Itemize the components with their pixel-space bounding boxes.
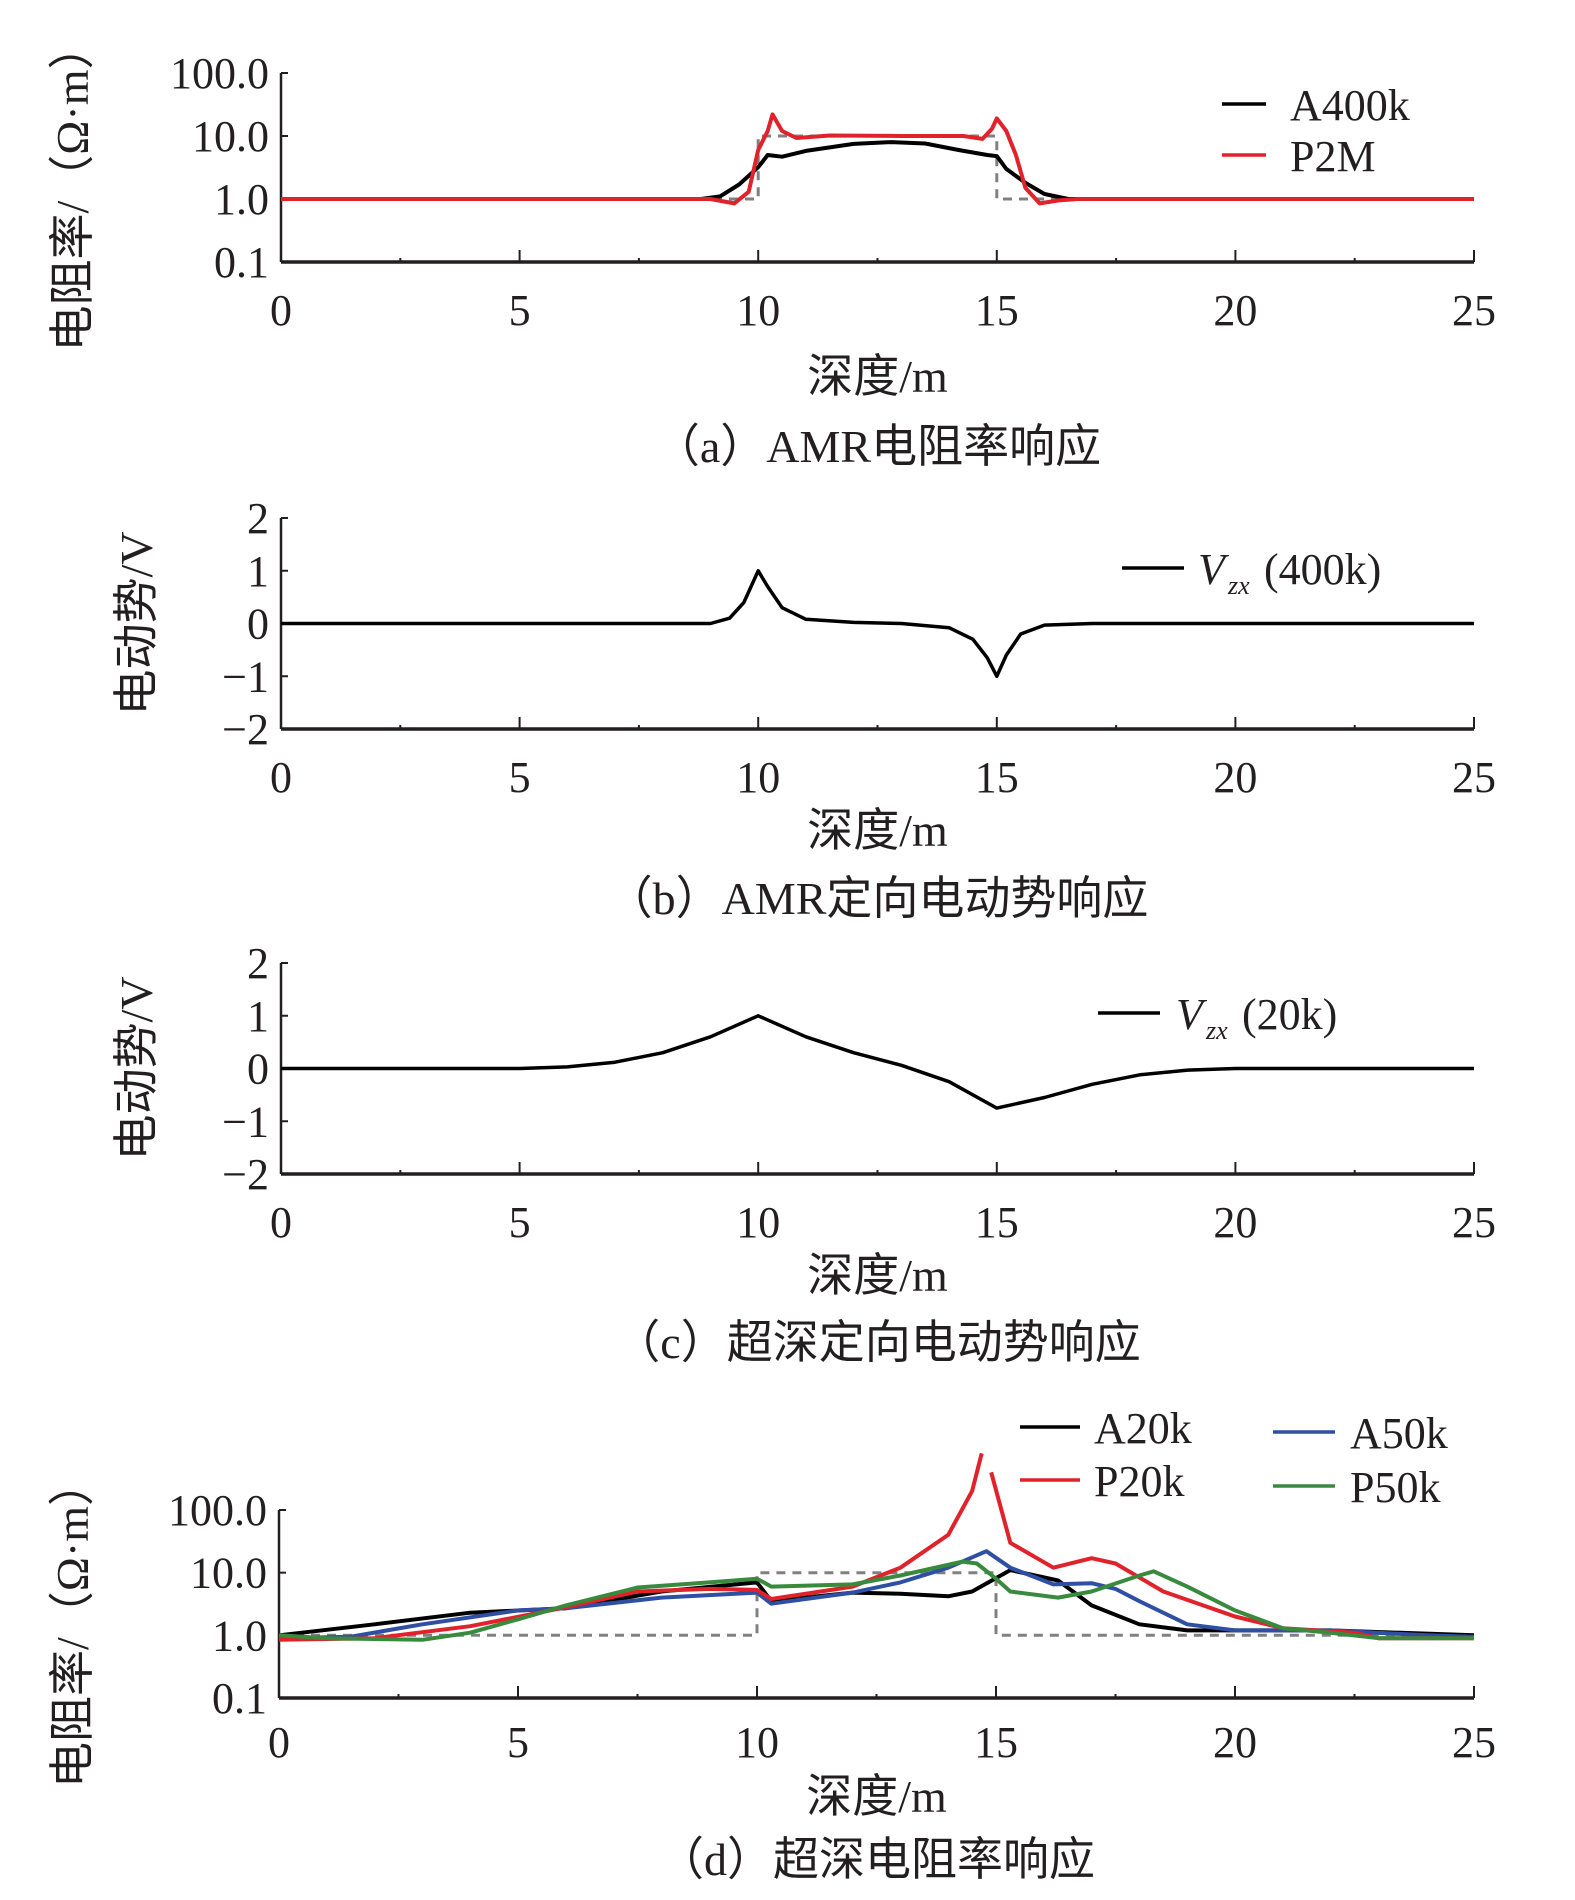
x-tick-label: 0 — [270, 753, 292, 802]
legend-label: A400k — [1290, 81, 1410, 130]
legend-item: P2M — [1222, 132, 1376, 181]
x-tick-label: 25 — [1452, 286, 1496, 335]
legend-subscript: zx — [1227, 571, 1250, 600]
legend-item: A20k — [1020, 1404, 1192, 1453]
legend-label: P20k — [1094, 1457, 1184, 1506]
x-tick-label: 0 — [270, 286, 292, 335]
y-tick-label: 1.0 — [212, 1611, 267, 1660]
legend-label: P2M — [1290, 132, 1376, 181]
y-tick-label: −1 — [222, 652, 269, 701]
x-tick-label: 10 — [735, 1718, 779, 1767]
y-tick-label: 10.0 — [192, 112, 269, 161]
y-tick-label: 10.0 — [190, 1549, 267, 1598]
x-tick-label: 5 — [509, 286, 531, 335]
x-tick-label: 10 — [736, 1198, 780, 1247]
series-line-v400k — [281, 569, 1474, 679]
x-tick-label: 15 — [975, 753, 1019, 802]
y-tick-label: 2 — [247, 494, 269, 543]
x-axis-label: 深度/m — [807, 1250, 948, 1301]
chart-panel-a: 0 5 10 15 20 25 100.0 10.0 1.0 0.1 深度/m 电阻率/（Ω·m） （a… — [47, 23, 1496, 472]
x-tick-label: 5 — [507, 1718, 529, 1767]
chart-panel-b: 0 5 10 15 20 25210−1−2深度/m电动势/V（b）AMR定向电动势响应V… — [111, 494, 1496, 924]
x-tick-label: 5 — [509, 753, 531, 802]
y-tick-label: −1 — [222, 1097, 269, 1146]
x-tick-label: 25 — [1452, 1718, 1496, 1767]
y-tick-label: 0.1 — [214, 238, 269, 287]
legend-item: A50k — [1273, 1409, 1448, 1458]
legend-item: P50k — [1273, 1463, 1440, 1512]
legend-suffix: (20k) — [1242, 990, 1337, 1039]
x-tick-label: 15 — [975, 286, 1019, 335]
y-tick-label: −2 — [222, 1150, 269, 1199]
y-tick-label: 1.0 — [214, 175, 269, 224]
series-line-p50k — [278, 1559, 1474, 1642]
legend-label: P50k — [1350, 1463, 1440, 1512]
x-tick-label: 20 — [1213, 1198, 1257, 1247]
legend-suffix: (400k) — [1264, 545, 1381, 594]
model-dashed-line — [279, 1571, 1474, 1637]
panel-caption: （a）AMR电阻率响应 — [654, 421, 1101, 472]
y-axis-label: 电阻率/（Ω·m） — [47, 23, 98, 351]
y-axis-label: 电阻率/（Ω·m） — [47, 1460, 98, 1788]
x-tick-label: 15 — [974, 1718, 1018, 1767]
x-tick-label: 25 — [1452, 1198, 1496, 1247]
x-tick-label: 0 — [268, 1718, 290, 1767]
series-line-a50k — [278, 1549, 1475, 1641]
panel-caption: （d）超深电阻率响应 — [658, 1834, 1095, 1885]
x-axis-label: 深度/m — [806, 1771, 947, 1822]
y-tick-label: 1 — [247, 992, 269, 1041]
legend-subscript: zx — [1205, 1016, 1228, 1045]
x-tick-label: 5 — [509, 1198, 531, 1247]
legend-label: V — [1198, 545, 1230, 594]
y-tick-label: 1 — [247, 547, 269, 596]
legend-item: P20k — [1020, 1457, 1184, 1506]
x-tick-label: 10 — [736, 753, 780, 802]
series-line-p20k — [278, 1452, 1474, 1642]
x-tick-label: 20 — [1213, 753, 1257, 802]
x-tick-label: 0 — [270, 1198, 292, 1247]
x-tick-label: 20 — [1213, 286, 1257, 335]
y-tick-label: 0 — [247, 1045, 269, 1094]
y-tick-label: 100.0 — [170, 49, 269, 98]
x-tick-label: 15 — [975, 1198, 1019, 1247]
panel-caption: （c）超深定向电动势响应 — [614, 1317, 1140, 1368]
y-axis-label: 电动势/V — [111, 532, 162, 716]
y-tick-label: 0 — [247, 600, 269, 649]
legend-item: A400k — [1222, 81, 1410, 130]
series-line-p2m — [281, 112, 1474, 206]
chart-panel-d: 0 5 10 15 20 25 100.0 10.0 1.0 0.1 深度/m 电阻率/（Ω·m） （d… — [47, 1404, 1496, 1885]
x-axis-label: 深度/m — [807, 805, 948, 856]
y-tick-label: 100.0 — [168, 1486, 267, 1535]
y-tick-label: 0.1 — [212, 1674, 267, 1723]
series-line-v20k — [281, 1014, 1474, 1110]
legend-label: V — [1176, 990, 1208, 1039]
x-tick-label: 20 — [1213, 1718, 1257, 1767]
x-tick-label: 10 — [736, 286, 780, 335]
legend-label: A20k — [1094, 1404, 1192, 1453]
legend-label: A50k — [1350, 1409, 1448, 1458]
panel-caption: （b）AMR定向电动势响应 — [607, 873, 1149, 924]
y-axis-label: 电动势/V — [111, 977, 162, 1161]
y-tick-label: 2 — [247, 939, 269, 988]
x-tick-label: 25 — [1452, 753, 1496, 802]
x-axis-label: 深度/m — [807, 351, 948, 402]
y-tick-label: −2 — [222, 705, 269, 754]
